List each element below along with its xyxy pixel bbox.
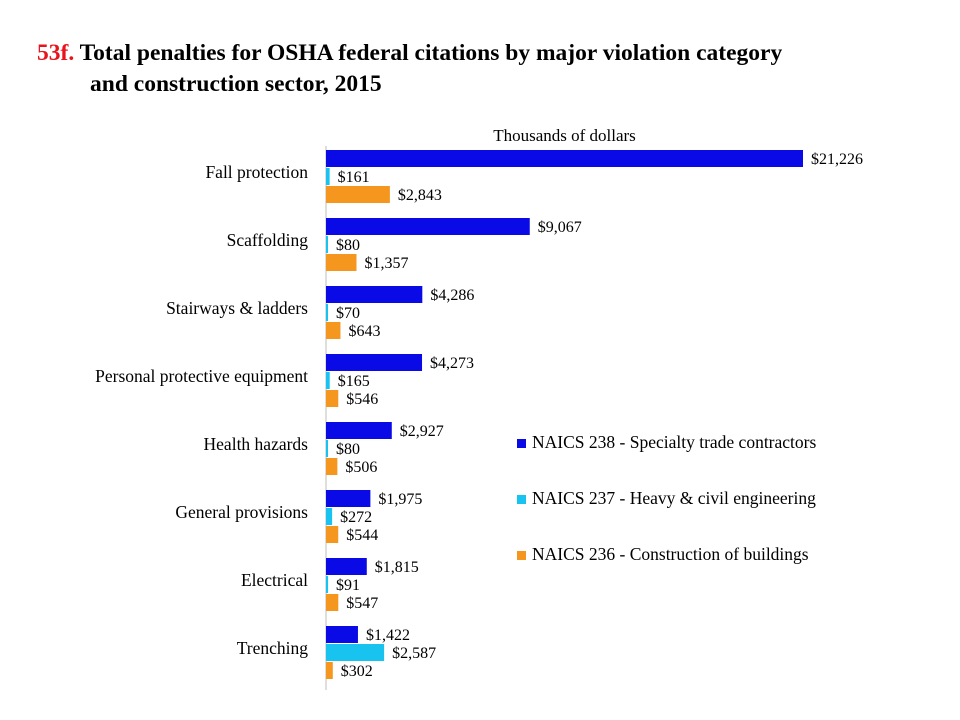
bar-electrical-series-3 bbox=[326, 594, 339, 611]
bar-general-provisions-series-1 bbox=[326, 490, 371, 507]
category-label-electrical: Electrical bbox=[241, 570, 308, 590]
title-line-2: and construction sector, 2015 bbox=[90, 71, 382, 97]
title-line-1: Total penalties for OSHA federal citatio… bbox=[79, 40, 783, 66]
bar-personal-protective-equipment-series-1 bbox=[326, 354, 423, 371]
data-label-general-provisions-series-3: $544 bbox=[346, 527, 378, 544]
bar-fall-protection-series-2 bbox=[326, 168, 330, 185]
data-label-fall-protection-series-1: $21,226 bbox=[811, 151, 863, 168]
data-label-fall-protection-series-2: $161 bbox=[338, 169, 370, 186]
data-label-personal-protective-equipment-series-2: $165 bbox=[338, 373, 370, 390]
data-label-electrical-series-1: $1,815 bbox=[375, 559, 419, 576]
data-label-personal-protective-equipment-series-1: $4,273 bbox=[430, 355, 474, 372]
legend-label-3: NAICS 236 - Construction of buildings bbox=[532, 544, 809, 564]
legend-label-1: NAICS 238 - Specialty trade contractors bbox=[532, 432, 816, 452]
category-label-stairways-and-ladders: Stairways & ladders bbox=[166, 298, 308, 318]
data-label-electrical-series-2: $91 bbox=[336, 577, 360, 594]
x-axis-title: Thousands of dollars bbox=[493, 126, 636, 145]
data-label-scaffolding-series-3: $1,357 bbox=[364, 255, 408, 272]
data-label-electrical-series-3: $547 bbox=[346, 595, 378, 612]
data-label-stairways-and-ladders-series-2: $70 bbox=[336, 305, 360, 322]
bar-stairways-and-ladders-series-2 bbox=[326, 304, 328, 321]
category-label-personal-protective-equipment: Personal protective equipment bbox=[95, 366, 308, 386]
data-label-stairways-and-ladders-series-1: $4,286 bbox=[430, 287, 474, 304]
bar-fall-protection-series-3 bbox=[326, 186, 390, 203]
bar-scaffolding-series-1 bbox=[326, 218, 530, 235]
bar-personal-protective-equipment-series-3 bbox=[326, 390, 339, 407]
bar-trenching-series-2 bbox=[326, 644, 385, 661]
legend-swatch-3 bbox=[517, 551, 526, 560]
legend-swatch-1 bbox=[517, 439, 526, 448]
bars-group: Fall protection $21,226 $161 $2,843 Scaffold… bbox=[95, 150, 863, 680]
bar-scaffolding-series-2 bbox=[326, 236, 328, 253]
bar-general-provisions-series-3 bbox=[326, 526, 339, 543]
data-label-trenching-series-1: $1,422 bbox=[366, 627, 410, 644]
category-label-scaffolding: Scaffolding bbox=[227, 230, 309, 250]
data-label-stairways-and-ladders-series-3: $643 bbox=[348, 323, 380, 340]
bar-fall-protection-series-1 bbox=[326, 150, 803, 167]
bar-personal-protective-equipment-series-2 bbox=[326, 372, 330, 389]
data-label-fall-protection-series-3: $2,843 bbox=[398, 187, 442, 204]
title-number: 53f. bbox=[37, 40, 75, 66]
bar-health-hazards-series-2 bbox=[326, 440, 328, 457]
data-label-health-hazards-series-1: $2,927 bbox=[400, 423, 444, 440]
data-label-health-hazards-series-2: $80 bbox=[336, 441, 360, 458]
bar-health-hazards-series-1 bbox=[326, 422, 392, 439]
category-label-fall-protection: Fall protection bbox=[205, 162, 308, 182]
data-label-health-hazards-series-3: $506 bbox=[345, 459, 377, 476]
data-label-personal-protective-equipment-series-3: $546 bbox=[346, 391, 378, 408]
legend-swatch-2 bbox=[517, 495, 526, 504]
bar-stairways-and-ladders-series-3 bbox=[326, 322, 341, 339]
data-label-trenching-series-3: $302 bbox=[341, 663, 373, 680]
bar-scaffolding-series-3 bbox=[326, 254, 357, 271]
data-label-general-provisions-series-1: $1,975 bbox=[378, 491, 422, 508]
category-label-trenching: Trenching bbox=[237, 638, 309, 658]
bar-general-provisions-series-2 bbox=[326, 508, 333, 525]
bar-health-hazards-series-3 bbox=[326, 458, 338, 475]
data-label-trenching-series-2: $2,587 bbox=[392, 645, 436, 662]
bar-electrical-series-2 bbox=[326, 576, 329, 593]
legend: NAICS 238 - Specialty trade contractors N… bbox=[517, 432, 816, 564]
bar-electrical-series-1 bbox=[326, 558, 367, 575]
data-label-scaffolding-series-1: $9,067 bbox=[538, 219, 582, 236]
bar-trenching-series-3 bbox=[326, 662, 333, 679]
chart-title: 53f. Total penalties for OSHA federal ci… bbox=[37, 38, 937, 100]
legend-label-2: NAICS 237 - Heavy & civil engineering bbox=[532, 488, 816, 508]
data-label-general-provisions-series-2: $272 bbox=[340, 509, 372, 526]
category-label-general-provisions: General provisions bbox=[175, 502, 308, 522]
bar-trenching-series-1 bbox=[326, 626, 358, 643]
bar-stairways-and-ladders-series-1 bbox=[326, 286, 423, 303]
data-label-scaffolding-series-2: $80 bbox=[336, 237, 360, 254]
category-label-health-hazards: Health hazards bbox=[204, 434, 309, 454]
